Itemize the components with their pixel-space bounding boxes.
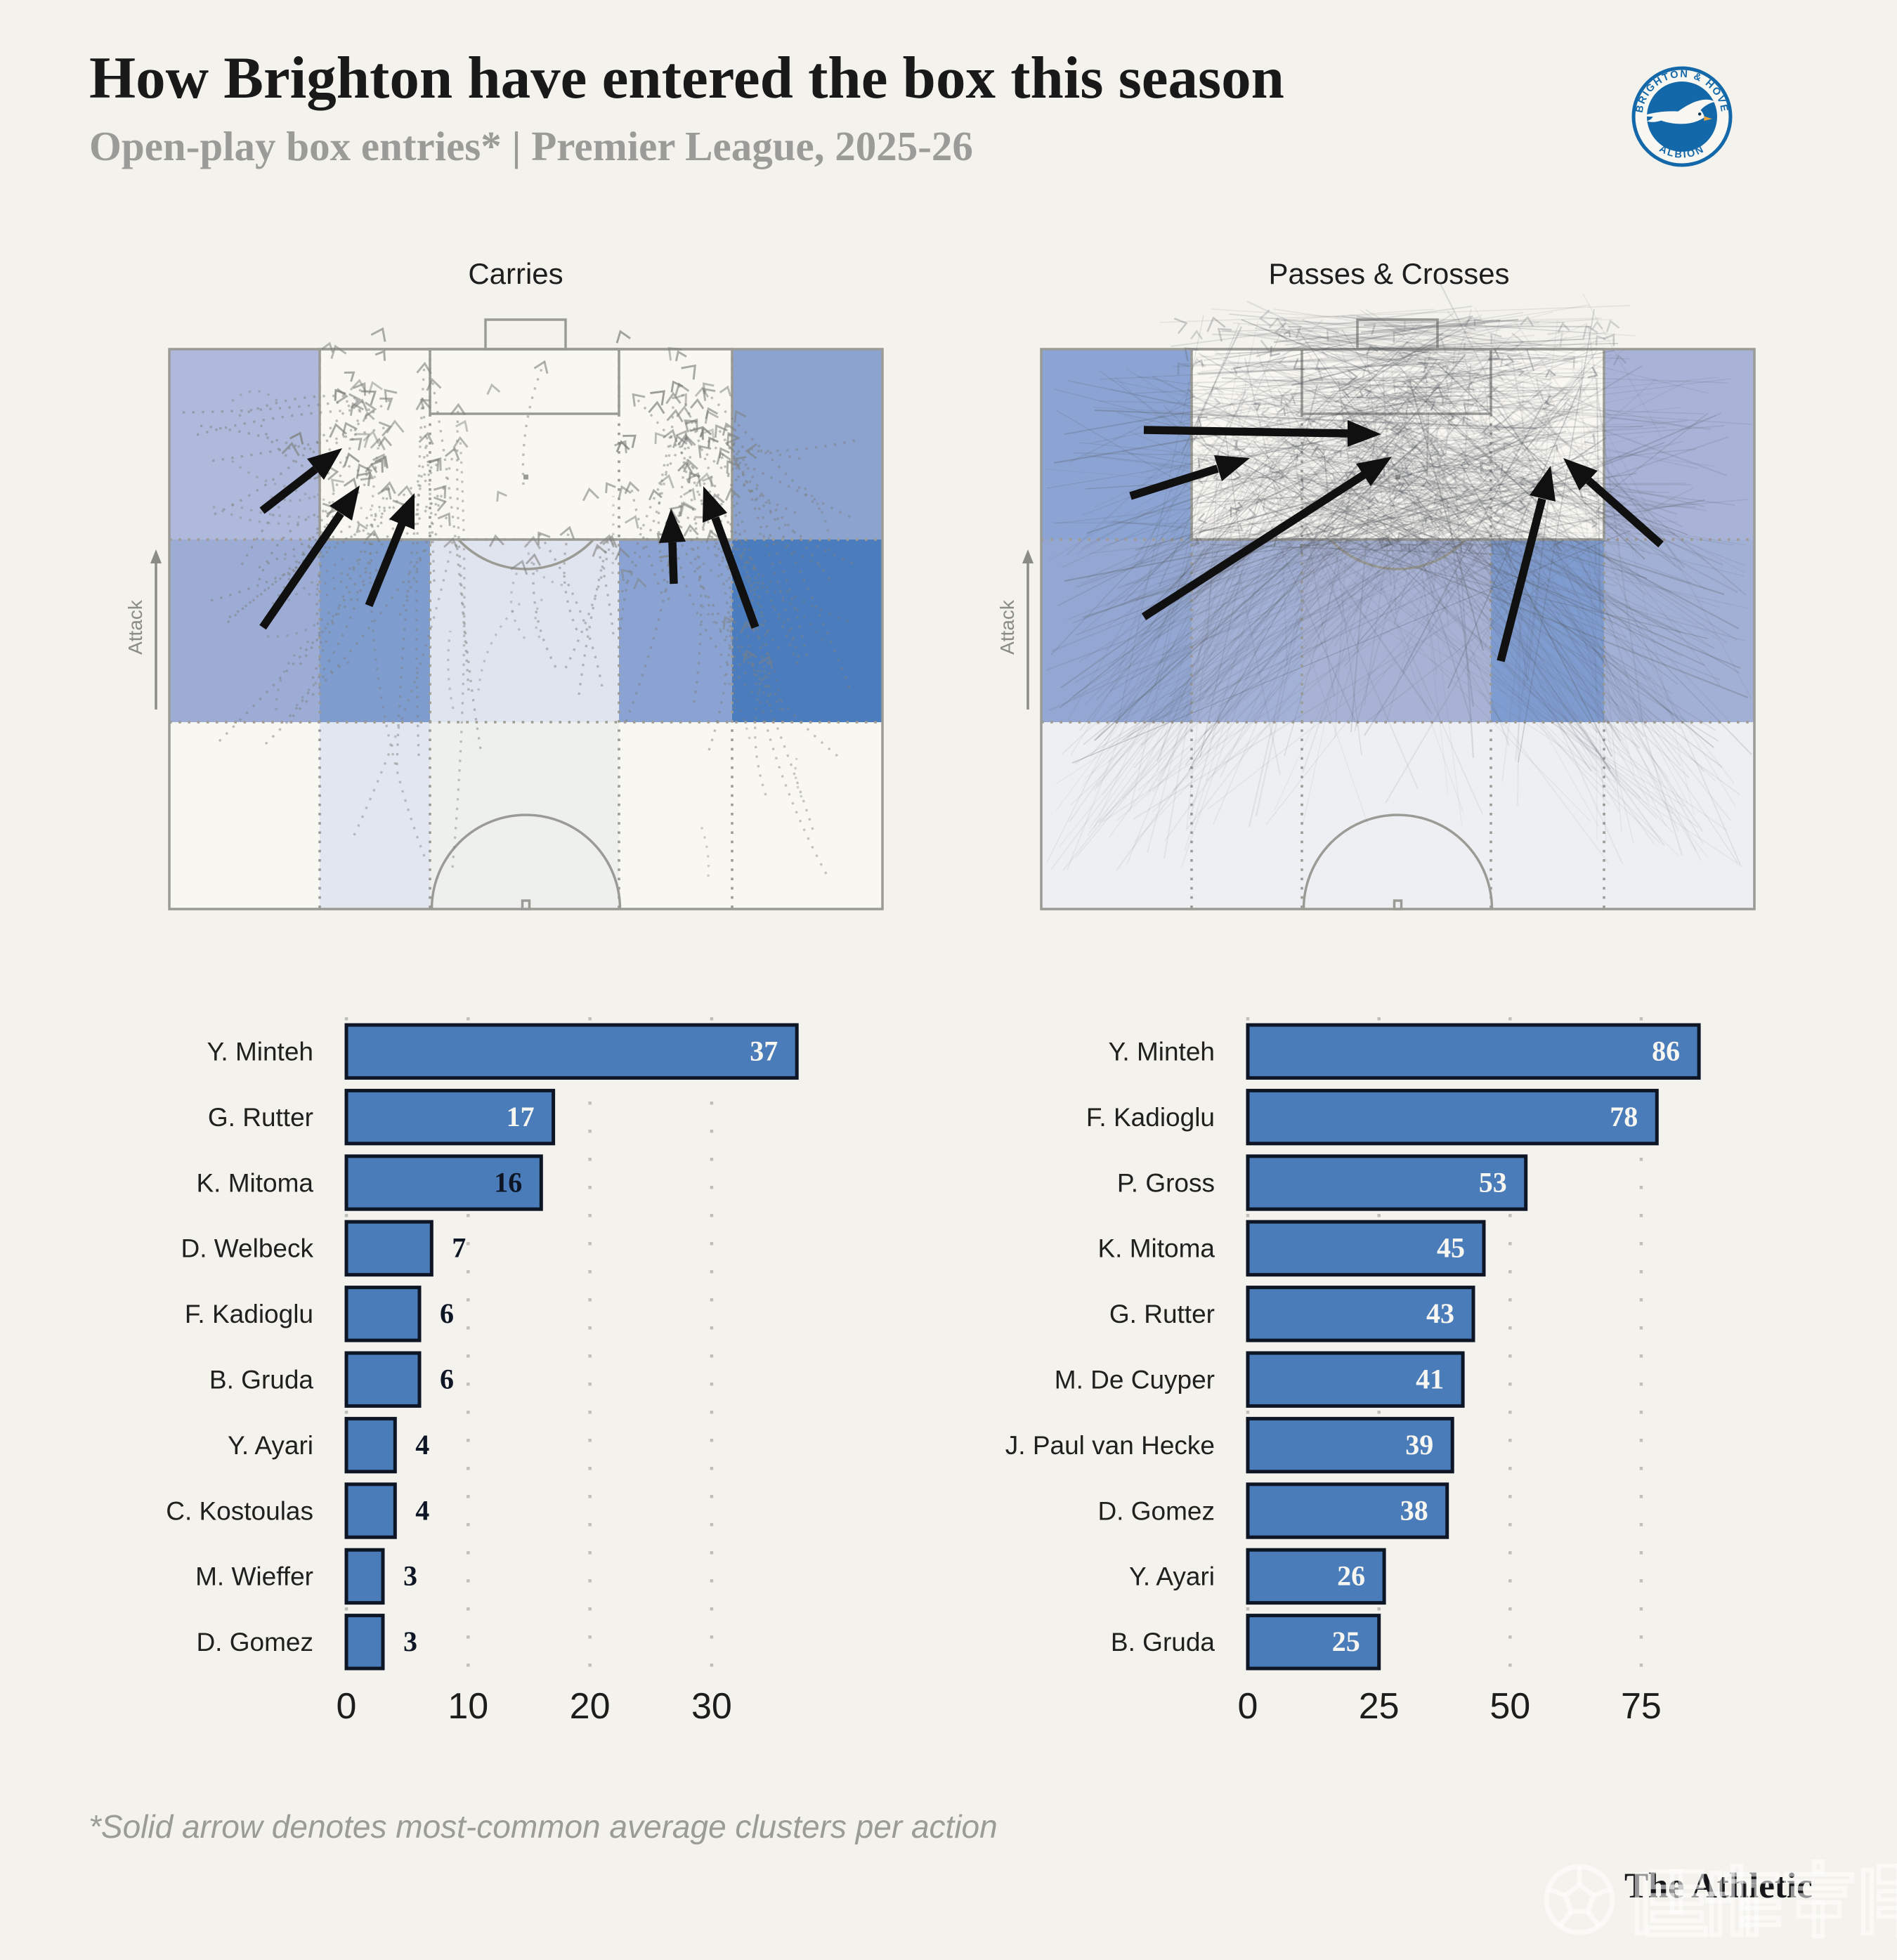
- svg-text:86: 86: [1652, 1035, 1680, 1067]
- svg-text:Open-play box entries* | Premi: Open-play box entries* | Premier League,…: [89, 123, 973, 169]
- svg-text:10: 10: [448, 1686, 488, 1727]
- svg-text:B. Gruda: B. Gruda: [1111, 1628, 1215, 1657]
- svg-text:M. De Cuyper: M. De Cuyper: [1055, 1366, 1215, 1394]
- svg-text:B. Gruda: B. Gruda: [209, 1366, 313, 1394]
- svg-text:0: 0: [337, 1686, 357, 1727]
- svg-text:Y. Ayari: Y. Ayari: [228, 1431, 313, 1460]
- svg-text:Attack: Attack: [996, 599, 1018, 655]
- svg-text:7: 7: [452, 1232, 466, 1264]
- svg-text:*Solid arrow denotes most-comm: *Solid arrow denotes most-common average…: [89, 1808, 998, 1845]
- svg-text:Attack: Attack: [124, 599, 146, 655]
- svg-text:25: 25: [1332, 1626, 1360, 1657]
- svg-text:20: 20: [570, 1686, 611, 1727]
- svg-text:M. Wieffer: M. Wieffer: [195, 1562, 313, 1591]
- svg-text:41: 41: [1416, 1364, 1444, 1395]
- svg-text:75: 75: [1621, 1686, 1662, 1727]
- svg-text:Y. Minteh: Y. Minteh: [207, 1038, 313, 1066]
- svg-text:K. Mitoma: K. Mitoma: [1097, 1234, 1215, 1263]
- svg-text:0: 0: [1238, 1686, 1258, 1727]
- svg-text:43: 43: [1426, 1298, 1454, 1329]
- svg-text:37: 37: [750, 1035, 778, 1067]
- svg-text:G. Rutter: G. Rutter: [208, 1103, 313, 1132]
- svg-text:3: 3: [403, 1626, 417, 1657]
- svg-text:53: 53: [1479, 1166, 1507, 1198]
- svg-text:78: 78: [1610, 1101, 1638, 1132]
- svg-text:Carries: Carries: [468, 257, 563, 290]
- svg-text:K. Mitoma: K. Mitoma: [196, 1168, 313, 1197]
- svg-text:16: 16: [494, 1166, 522, 1198]
- svg-text:25: 25: [1359, 1686, 1400, 1727]
- svg-text:How Brighton have entered the: How Brighton have entered the box this s…: [89, 45, 1284, 111]
- svg-text:38: 38: [1400, 1494, 1428, 1526]
- svg-text:26: 26: [1337, 1560, 1365, 1592]
- svg-text:Y. Minteh: Y. Minteh: [1108, 1038, 1215, 1066]
- svg-text:Passes & Crosses: Passes & Crosses: [1268, 257, 1509, 290]
- svg-text:4: 4: [415, 1429, 429, 1461]
- svg-text:F. Kadioglu: F. Kadioglu: [185, 1300, 313, 1328]
- svg-text:45: 45: [1437, 1232, 1465, 1264]
- svg-text:F. Kadioglu: F. Kadioglu: [1086, 1103, 1215, 1132]
- svg-text:D. Gomez: D. Gomez: [1097, 1496, 1215, 1525]
- svg-text:6: 6: [440, 1364, 454, 1395]
- svg-text:P. Gross: P. Gross: [1117, 1168, 1215, 1197]
- svg-text:6: 6: [440, 1298, 454, 1329]
- svg-text:J. Paul van Hecke: J. Paul van Hecke: [1005, 1431, 1215, 1460]
- svg-text:3: 3: [403, 1560, 417, 1592]
- svg-text:C. Kostoulas: C. Kostoulas: [166, 1496, 313, 1525]
- svg-text:30: 30: [691, 1686, 732, 1727]
- svg-text:39: 39: [1405, 1429, 1433, 1461]
- svg-text:4: 4: [415, 1494, 429, 1526]
- svg-text:Y. Ayari: Y. Ayari: [1129, 1562, 1215, 1591]
- svg-text:D. Welbeck: D. Welbeck: [181, 1234, 314, 1263]
- svg-text:G. Rutter: G. Rutter: [1109, 1300, 1215, 1328]
- svg-text:D. Gomez: D. Gomez: [196, 1628, 313, 1657]
- svg-text:17: 17: [507, 1101, 535, 1132]
- svg-text:50: 50: [1489, 1686, 1530, 1727]
